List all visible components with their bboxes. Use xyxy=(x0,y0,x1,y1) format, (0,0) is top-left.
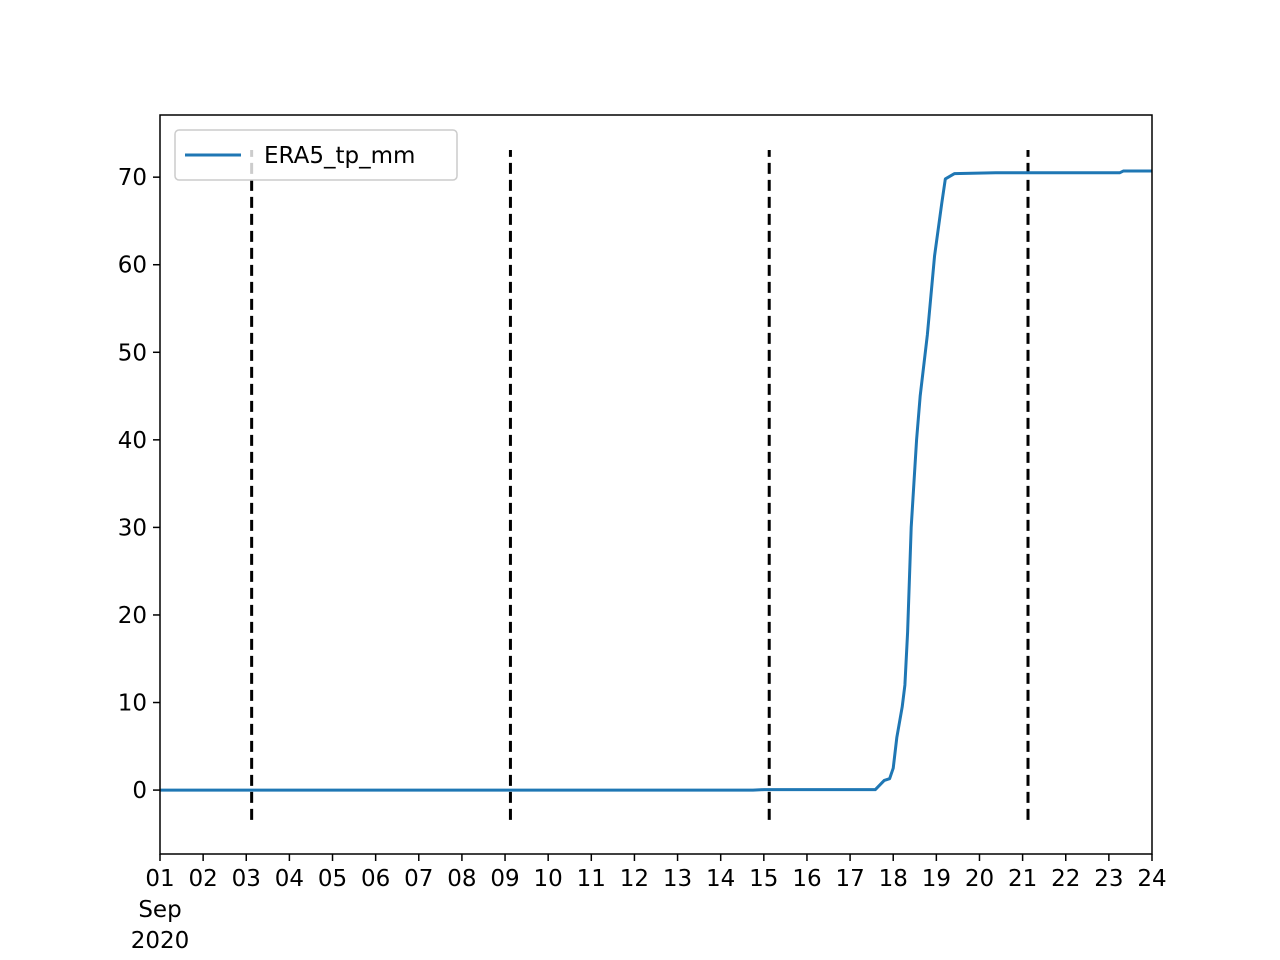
x-tick-label-line: 19 xyxy=(922,866,951,892)
y-tick-label: 50 xyxy=(118,340,147,366)
x-tick-label: 04 xyxy=(275,866,304,892)
axes-frame xyxy=(159,114,1153,855)
x-tick-label-line: 11 xyxy=(577,866,606,892)
x-tick-label: 14 xyxy=(706,866,735,892)
x-tick-label-line: 07 xyxy=(404,866,433,892)
x-tick-label-line: 22 xyxy=(1051,866,1080,892)
x-tick-label-line: 13 xyxy=(663,866,692,892)
x-tick-label: 23 xyxy=(1094,866,1123,892)
legend: ERA5_tp_mm xyxy=(174,129,458,181)
y-tick-label: 0 xyxy=(132,778,147,804)
x-tick-label: 15 xyxy=(749,866,778,892)
series-line xyxy=(160,169,1152,792)
x-tick-label-line: 15 xyxy=(749,866,778,892)
x-tick-label: 12 xyxy=(620,866,649,892)
legend-box xyxy=(174,129,458,181)
x-tick-label: 03 xyxy=(232,866,261,892)
y-tick-label: 60 xyxy=(118,253,147,279)
x-tick-label-line: Sep xyxy=(138,897,181,923)
x-tick-label-line: 20 xyxy=(965,866,994,892)
y-tick-label: 70 xyxy=(118,165,147,191)
x-tick-label: 17 xyxy=(835,866,864,892)
x-tick-label-line: 01 xyxy=(145,866,174,892)
x-tick-label: 07 xyxy=(404,866,433,892)
x-tick-label: 09 xyxy=(490,866,519,892)
x-tick-label-line: 24 xyxy=(1137,866,1166,892)
x-tick-label-line: 04 xyxy=(275,866,304,892)
x-tick-label-line: 03 xyxy=(232,866,261,892)
x-tick-label: 11 xyxy=(577,866,606,892)
x-tick-label-line: 2020 xyxy=(131,928,190,954)
x-tick-label: 08 xyxy=(447,866,476,892)
x-tick-label: 06 xyxy=(361,866,390,892)
x-tick-label-line: 21 xyxy=(1008,866,1037,892)
x-tick-label-line: 16 xyxy=(792,866,821,892)
y-tick-label: 30 xyxy=(118,515,147,541)
x-tick-label-line: 08 xyxy=(447,866,476,892)
x-tick-label: 19 xyxy=(922,866,951,892)
y-tick-label: 20 xyxy=(118,603,147,629)
x-tick-label: 18 xyxy=(879,866,908,892)
x-tick-label-line: 17 xyxy=(835,866,864,892)
x-tick-label-line: 09 xyxy=(490,866,519,892)
x-tick-label-line: 10 xyxy=(534,866,563,892)
legend-label: ERA5_tp_mm xyxy=(264,143,415,169)
x-tick-label-line: 14 xyxy=(706,866,735,892)
x-tick-label: 10 xyxy=(534,866,563,892)
x-tick-label: 24 xyxy=(1137,866,1166,892)
y-tick-label: 40 xyxy=(118,428,147,454)
x-tick-label-line: 18 xyxy=(879,866,908,892)
x-tick-label: 05 xyxy=(318,866,347,892)
x-tick-label: 20 xyxy=(965,866,994,892)
x-tick-label-line: 05 xyxy=(318,866,347,892)
x-tick-label: 21 xyxy=(1008,866,1037,892)
x-tick-label: 02 xyxy=(188,866,217,892)
x-tick-label: 01 Sep 2020 xyxy=(131,866,190,954)
x-tick-label-line: 12 xyxy=(620,866,649,892)
x-tick-label: 16 xyxy=(792,866,821,892)
x-tick-label-line: 23 xyxy=(1094,866,1123,892)
x-tick-label: 22 xyxy=(1051,866,1080,892)
x-tick-label: 13 xyxy=(663,866,692,892)
y-tick-label: 10 xyxy=(118,691,147,717)
x-tick-label-line: 06 xyxy=(361,866,390,892)
x-tick-label-line: 02 xyxy=(188,866,217,892)
